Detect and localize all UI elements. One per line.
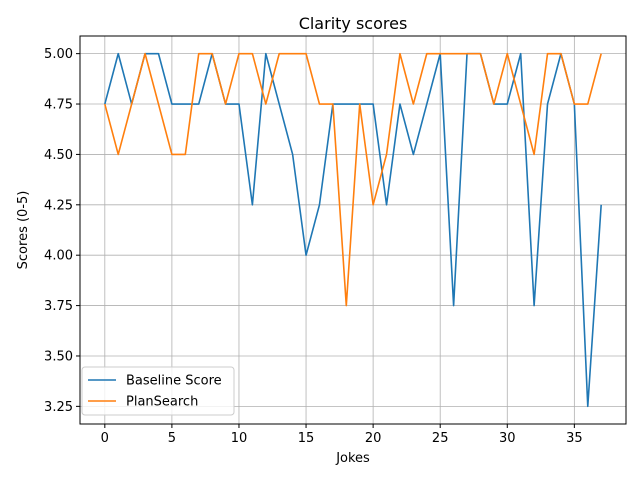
y-tick-label: 3.25 <box>44 400 73 415</box>
plot-frame <box>79 35 627 425</box>
y-tick-label: 3.75 <box>44 299 73 314</box>
x-tick-label: 5 <box>168 431 176 446</box>
legend-box <box>81 366 235 416</box>
x-tick-label: 35 <box>566 431 583 446</box>
legend-entry: Baseline Score <box>126 374 222 389</box>
x-axis: 0 5 10 15 20 25 30 35 <box>101 424 583 446</box>
series-line-baseline-score <box>104 52 602 408</box>
x-tick-label: 25 <box>432 431 449 446</box>
x-tick-label: 30 <box>499 431 516 446</box>
x-tick-label: 0 <box>101 431 109 446</box>
legend-entry: PlanSearch <box>126 395 198 410</box>
legend: Baseline Score PlanSearch <box>81 366 235 416</box>
y-tick-label: 4.00 <box>44 249 73 264</box>
y-tick-label: 3.50 <box>44 349 73 364</box>
y-axis-label: Scores (0-5) <box>16 191 31 270</box>
x-tick-label: 15 <box>298 431 315 446</box>
y-tick-label: 4.75 <box>44 98 73 113</box>
x-tick-label: 20 <box>365 431 382 446</box>
y-tick-label: 5.00 <box>44 47 73 62</box>
series-line-plansearch <box>104 52 602 307</box>
series-layer <box>104 52 602 408</box>
x-tick-label: 10 <box>231 431 248 446</box>
x-axis-label: Jokes <box>335 451 370 466</box>
y-tick-label: 4.50 <box>44 148 73 163</box>
y-tick-label: 4.25 <box>44 198 73 213</box>
y-axis: 3.25 3.50 3.75 4.00 4.25 4.50 4.75 5.00 <box>44 47 80 415</box>
chart-title: Clarity scores <box>299 14 408 33</box>
